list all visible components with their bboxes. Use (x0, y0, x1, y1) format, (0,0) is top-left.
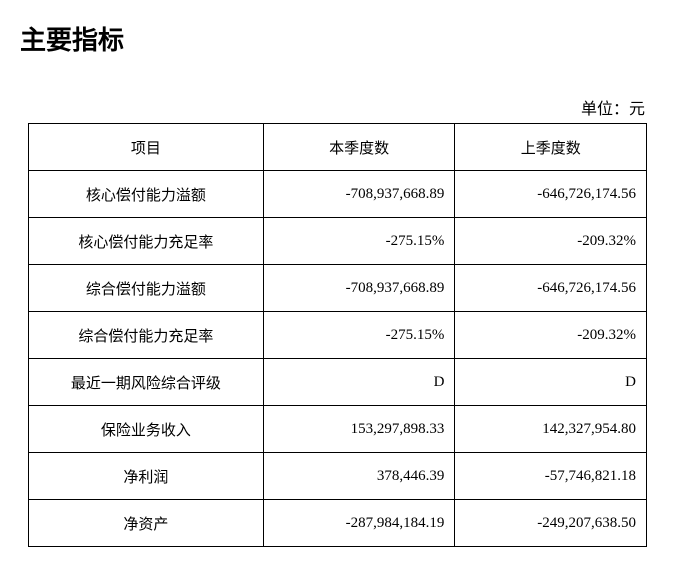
row-previous: 142,327,954.80 (455, 406, 647, 453)
column-header-current: 本季度数 (263, 124, 455, 171)
row-current: -287,984,184.19 (263, 500, 455, 547)
row-current: D (263, 359, 455, 406)
table-row: 综合偿付能力溢额 -708,937,668.89 -646,726,174.56 (29, 265, 647, 312)
row-current: -275.15% (263, 218, 455, 265)
row-label: 最近一期风险综合评级 (29, 359, 264, 406)
row-previous: -646,726,174.56 (455, 171, 647, 218)
row-previous: D (455, 359, 647, 406)
table-row: 核心偿付能力充足率 -275.15% -209.32% (29, 218, 647, 265)
row-label: 净资产 (29, 500, 264, 547)
row-current: -275.15% (263, 312, 455, 359)
row-label: 综合偿付能力溢额 (29, 265, 264, 312)
row-label: 核心偿付能力充足率 (29, 218, 264, 265)
row-label: 保险业务收入 (29, 406, 264, 453)
page-title: 主要指标 (20, 20, 647, 57)
row-current: -708,937,668.89 (263, 171, 455, 218)
indicators-table: 项目 本季度数 上季度数 核心偿付能力溢额 -708,937,668.89 -6… (28, 123, 647, 547)
row-label: 综合偿付能力充足率 (29, 312, 264, 359)
row-label: 核心偿付能力溢额 (29, 171, 264, 218)
row-label: 净利润 (29, 453, 264, 500)
row-current: 153,297,898.33 (263, 406, 455, 453)
table-row: 综合偿付能力充足率 -275.15% -209.32% (29, 312, 647, 359)
table-row: 净资产 -287,984,184.19 -249,207,638.50 (29, 500, 647, 547)
table-row: 净利润 378,446.39 -57,746,821.18 (29, 453, 647, 500)
table-row: 保险业务收入 153,297,898.33 142,327,954.80 (29, 406, 647, 453)
table-row: 核心偿付能力溢额 -708,937,668.89 -646,726,174.56 (29, 171, 647, 218)
column-header-previous: 上季度数 (455, 124, 647, 171)
row-previous: -646,726,174.56 (455, 265, 647, 312)
row-current: -708,937,668.89 (263, 265, 455, 312)
row-previous: -249,207,638.50 (455, 500, 647, 547)
row-previous: -209.32% (455, 218, 647, 265)
row-previous: -57,746,821.18 (455, 453, 647, 500)
column-header-item: 项目 (29, 124, 264, 171)
table-header-row: 项目 本季度数 上季度数 (29, 124, 647, 171)
row-previous: -209.32% (455, 312, 647, 359)
row-current: 378,446.39 (263, 453, 455, 500)
unit-label: 单位：元 (28, 95, 647, 119)
table-row: 最近一期风险综合评级 D D (29, 359, 647, 406)
